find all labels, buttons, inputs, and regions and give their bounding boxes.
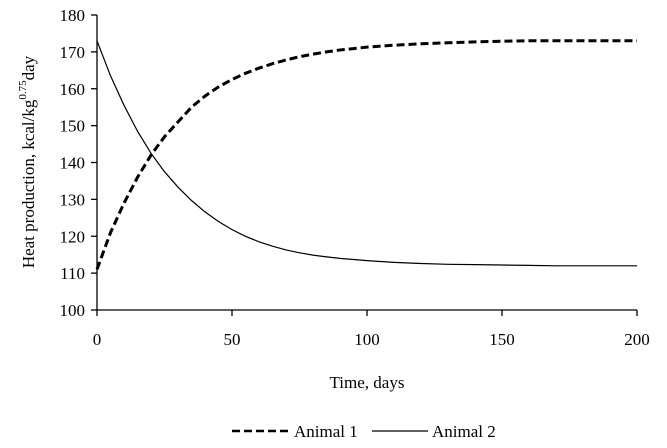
x-tick-label: 50 [224,330,241,349]
legend-label-1: Animal 1 [294,422,358,441]
x-tick-label: 100 [354,330,380,349]
y-tick-label: 170 [60,43,86,62]
y-tick-label: 150 [60,117,86,136]
x-tick-label: 150 [489,330,515,349]
legend-label-2: Animal 2 [432,422,496,441]
series-line-2 [96,40,637,267]
x-tick-label: 0 [93,330,102,349]
plot-area [95,39,637,270]
x-tick-label: 200 [624,330,650,349]
y-axis-title-superscript: 0.75 [17,80,29,100]
y-axis-title: Heat production, kcal/kg0.75day [17,55,38,268]
x-axis-title: Time, days [330,373,405,392]
y-axis-title-suffix: day [19,55,38,80]
x-axis: 0 50 100 150 200 [93,309,650,349]
y-tick-label: 180 [60,6,86,25]
y-axis: 100 110 120 130 140 150 160 170 180 [60,6,98,320]
y-tick-label: 130 [60,190,86,209]
y-tick-label: 100 [60,301,86,320]
y-axis-title-main: Heat production, kcal/kg [19,99,38,268]
y-tick-label: 140 [60,154,86,173]
legend: Animal 1 Animal 2 [232,422,496,441]
y-tick-label: 110 [60,264,85,283]
y-tick-label: 160 [60,80,86,99]
series-line-1 [95,39,637,270]
y-tick-label: 120 [60,227,86,246]
